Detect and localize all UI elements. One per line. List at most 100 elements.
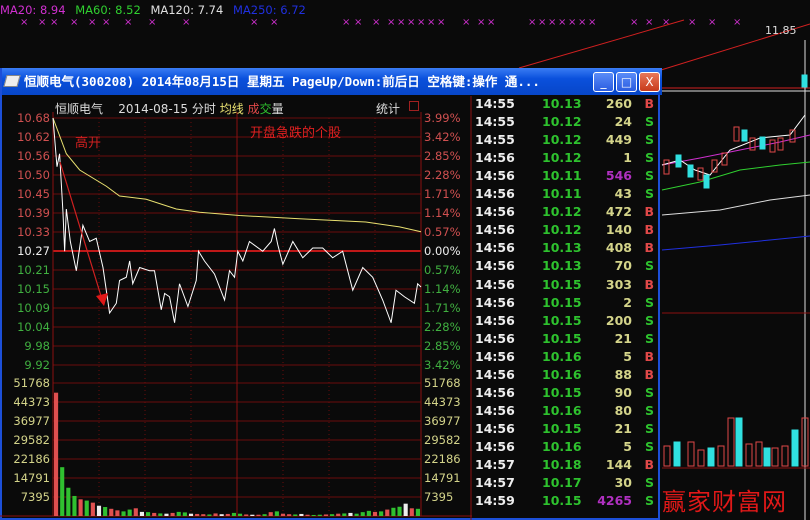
tick-volume: 2 (623, 294, 632, 310)
volume-tick-label-right: 29582 (424, 433, 461, 447)
window-title: 恒顺电气(300208) 2014年08月15日 星期五 PageUp/Down… (24, 74, 540, 89)
tick-price: 10.13 (542, 96, 582, 111)
volume-bar (170, 512, 175, 516)
kline-volume-bar (687, 441, 695, 467)
volume-bar (348, 512, 353, 516)
close-button[interactable]: X (639, 72, 660, 92)
tick-price: 10.13 (542, 240, 582, 256)
volume-tick-label: 51768 (13, 376, 50, 390)
kline-volume-bar (781, 445, 789, 467)
tick-row: 14:56 10.12 1 S (472, 150, 658, 168)
volume-tick-label-right: 44373 (424, 395, 461, 409)
tick-time: 14:56 (475, 276, 515, 292)
candlestick (769, 139, 776, 153)
tick-volume: 472 (605, 204, 632, 220)
volume-bar (262, 514, 267, 516)
panel-toggle-icon[interactable] (409, 101, 419, 111)
volume-tick-label-right: 14791 (424, 471, 461, 485)
tick-row: 14:56 10.16 5 B (472, 349, 658, 367)
tick-time: 14:56 (475, 204, 515, 220)
kline-volume-bar (727, 417, 735, 467)
volume-bar (385, 509, 390, 516)
tick-side: B (644, 348, 654, 364)
ma20-label: MA20: 8.94 (0, 3, 66, 17)
tick-row: 14:57 10.18 144 B (472, 457, 658, 475)
volume-bar (182, 512, 187, 516)
pct-tick-label: 0.57% (424, 225, 461, 239)
trend-line (660, 23, 810, 71)
signal-marker: × (630, 17, 638, 28)
volume-bar (115, 510, 120, 516)
signal-marker: × (528, 17, 536, 28)
pct-tick-label: 2.85% (424, 339, 461, 353)
tick-time: 14:56 (475, 384, 515, 400)
tick-row: 14:56 10.15 2 S (472, 295, 658, 313)
signal-marker: × (477, 17, 485, 28)
volume-bar (311, 514, 316, 516)
tick-volume: 88 (614, 366, 632, 382)
volume-bar (146, 512, 151, 516)
volume-tick-label: 14791 (13, 471, 50, 485)
volume-bar (287, 514, 292, 516)
kline-volume-bar (791, 429, 799, 467)
volume-bar (342, 513, 347, 516)
signal-marker: × (182, 17, 190, 28)
pct-tick-label: 2.85% (424, 149, 461, 163)
volume-bar (293, 514, 298, 516)
window-titlebar[interactable]: 恒顺电气(300208) 2014年08月15日 星期五 PageUp/Down… (2, 68, 662, 95)
price-tick-label: 10.39 (17, 206, 50, 220)
volume-bar (54, 392, 59, 516)
volume-bar (213, 513, 218, 516)
signal-markers: × × × × × × × × × × × × × × × × × × × × × × × × × × × × × × × × × × × × (20, 17, 741, 28)
signal-marker: × (124, 17, 132, 28)
tick-price: 10.12 (542, 150, 582, 166)
tick-time: 14:56 (475, 438, 515, 454)
volume-bar (372, 511, 378, 516)
candlestick (703, 174, 710, 189)
tick-side: S (644, 402, 654, 418)
kline-volume-bar (771, 447, 779, 467)
tick-side: B (644, 457, 654, 472)
tick-side: B (644, 366, 654, 382)
volume-label-2: 交 (259, 102, 272, 116)
volume-bar (330, 514, 335, 516)
minimize-button[interactable]: _ (593, 72, 614, 92)
volume-bar (152, 512, 157, 516)
pct-tick-label: 0.00% (424, 244, 461, 258)
chart-mode: 分时 (191, 102, 216, 116)
tick-volume: 30 (614, 475, 632, 491)
tick-volume: 144 (605, 457, 632, 472)
tick-price: 10.16 (542, 348, 582, 364)
volume-tick-label: 7395 (21, 490, 50, 504)
tick-side: B (644, 240, 654, 256)
volume-tick-label: 36977 (13, 414, 50, 428)
tick-time: 14:56 (475, 420, 515, 436)
tick-price: 10.11 (542, 186, 582, 202)
volume-bar (317, 514, 322, 516)
pct-tick-label: 1.71% (424, 301, 461, 315)
tick-time: 14:56 (475, 150, 515, 166)
signal-marker: × (538, 17, 546, 28)
tick-price: 10.12 (542, 204, 582, 220)
tick-side: S (644, 384, 654, 400)
stats-button[interactable]: 统计 (376, 102, 401, 116)
price-tick-label: 10.50 (17, 168, 50, 182)
volume-label-3: 量 (271, 102, 284, 116)
tick-time: 14:56 (475, 348, 515, 364)
signal-marker: × (662, 17, 670, 28)
volume-bar (403, 503, 408, 516)
signal-marker: × (558, 17, 566, 28)
volume-bar (139, 511, 144, 516)
tick-row: 14:55 10.12 449 S (472, 132, 658, 150)
tick-side: S (644, 312, 654, 328)
tick-row: 14:56 10.16 5 S (472, 439, 658, 457)
tick-time: 14:56 (475, 312, 515, 328)
signal-marker: × (427, 17, 435, 28)
tick-price: 10.15 (542, 294, 582, 310)
tick-price: 10.15 (542, 312, 582, 328)
maximize-button[interactable]: □ (616, 72, 637, 92)
tick-side: S (644, 420, 654, 436)
volume-bar (158, 513, 163, 516)
volume-bar (250, 514, 255, 516)
intraday-chart: 10.68 3.99% 10.62 3.42% 10.56 2.85% 10.50 2.28%… (0, 96, 472, 520)
